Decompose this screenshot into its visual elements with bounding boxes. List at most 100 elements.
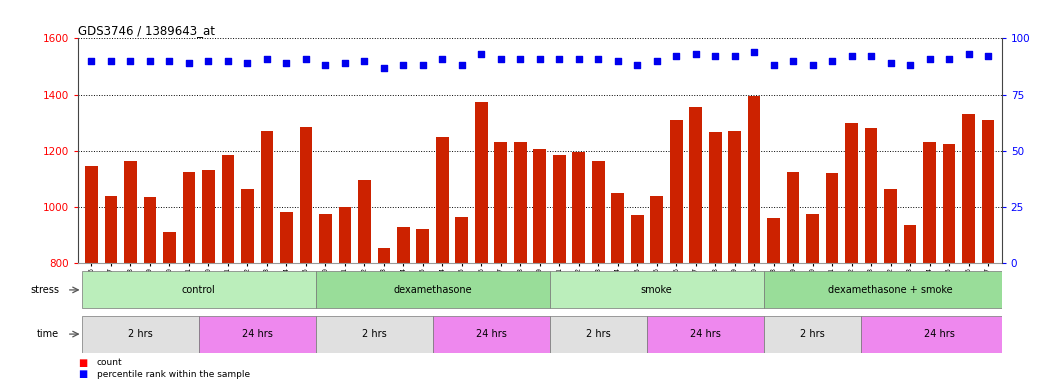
- Point: [395, 62, 412, 68]
- Bar: [221, 155, 235, 263]
- Point: [278, 60, 295, 66]
- Bar: [338, 207, 351, 263]
- Bar: [553, 155, 566, 263]
- Bar: [884, 189, 897, 263]
- Point: [454, 62, 470, 68]
- Point: [239, 60, 255, 66]
- Bar: [85, 166, 98, 263]
- Point: [609, 58, 626, 64]
- Text: time: time: [37, 329, 59, 339]
- Bar: [241, 189, 253, 263]
- Point: [765, 62, 782, 68]
- Bar: [433, 316, 549, 353]
- Bar: [316, 271, 549, 308]
- Point: [141, 58, 158, 64]
- Bar: [280, 212, 293, 263]
- Bar: [436, 137, 448, 263]
- Point: [258, 56, 275, 62]
- Bar: [549, 316, 647, 353]
- Bar: [475, 102, 488, 263]
- Point: [746, 49, 763, 55]
- Point: [161, 58, 177, 64]
- Bar: [143, 197, 157, 263]
- Point: [531, 56, 548, 62]
- Bar: [183, 172, 195, 263]
- Text: control: control: [182, 285, 216, 295]
- Point: [727, 53, 743, 60]
- Bar: [826, 173, 839, 263]
- Text: dexamethasone + smoke: dexamethasone + smoke: [828, 285, 953, 295]
- Text: 24 hrs: 24 hrs: [475, 329, 507, 339]
- Bar: [764, 316, 862, 353]
- Point: [804, 62, 821, 68]
- Point: [843, 53, 859, 60]
- Bar: [534, 149, 546, 263]
- Point: [629, 62, 646, 68]
- Bar: [416, 229, 429, 263]
- Bar: [747, 96, 761, 263]
- Point: [122, 58, 139, 64]
- Text: 24 hrs: 24 hrs: [242, 329, 273, 339]
- Point: [83, 58, 100, 64]
- Bar: [456, 217, 468, 263]
- Bar: [764, 271, 1017, 308]
- Text: smoke: smoke: [640, 285, 673, 295]
- Bar: [943, 144, 955, 263]
- Point: [414, 62, 431, 68]
- Bar: [378, 248, 390, 263]
- Text: 2 hrs: 2 hrs: [585, 329, 610, 339]
- Bar: [729, 131, 741, 263]
- Bar: [163, 232, 175, 263]
- Text: 2 hrs: 2 hrs: [361, 329, 386, 339]
- Point: [376, 65, 392, 71]
- Point: [960, 51, 977, 57]
- Text: 24 hrs: 24 hrs: [924, 329, 955, 339]
- Bar: [358, 180, 371, 263]
- Text: percentile rank within the sample: percentile rank within the sample: [97, 370, 250, 379]
- Point: [687, 51, 704, 57]
- Bar: [865, 128, 877, 263]
- Point: [863, 53, 879, 60]
- Bar: [611, 193, 624, 263]
- Bar: [962, 114, 975, 263]
- Point: [902, 62, 919, 68]
- Bar: [82, 316, 198, 353]
- Text: ■: ■: [78, 358, 87, 368]
- Point: [103, 58, 119, 64]
- Bar: [923, 142, 936, 263]
- Point: [512, 56, 528, 62]
- Point: [707, 53, 723, 60]
- Point: [649, 58, 665, 64]
- Text: stress: stress: [30, 285, 59, 295]
- Text: GDS3746 / 1389643_at: GDS3746 / 1389643_at: [78, 24, 215, 37]
- Bar: [198, 316, 316, 353]
- Bar: [982, 120, 994, 263]
- Bar: [787, 172, 799, 263]
- Point: [571, 56, 588, 62]
- Point: [336, 60, 353, 66]
- Bar: [125, 161, 137, 263]
- Bar: [631, 215, 644, 263]
- Bar: [514, 142, 526, 263]
- Point: [220, 58, 237, 64]
- Bar: [319, 214, 332, 263]
- Text: count: count: [97, 358, 122, 367]
- Bar: [261, 131, 273, 263]
- Text: 2 hrs: 2 hrs: [800, 329, 825, 339]
- Point: [551, 56, 568, 62]
- Point: [980, 53, 996, 60]
- Text: 2 hrs: 2 hrs: [128, 329, 153, 339]
- Bar: [202, 170, 215, 263]
- Bar: [807, 214, 819, 263]
- Bar: [670, 120, 683, 263]
- Bar: [862, 316, 1017, 353]
- Bar: [300, 127, 312, 263]
- Bar: [709, 132, 721, 263]
- Bar: [592, 161, 604, 263]
- Point: [298, 56, 315, 62]
- Point: [922, 56, 938, 62]
- Bar: [689, 107, 702, 263]
- Point: [356, 58, 373, 64]
- Bar: [845, 122, 858, 263]
- Bar: [82, 271, 316, 308]
